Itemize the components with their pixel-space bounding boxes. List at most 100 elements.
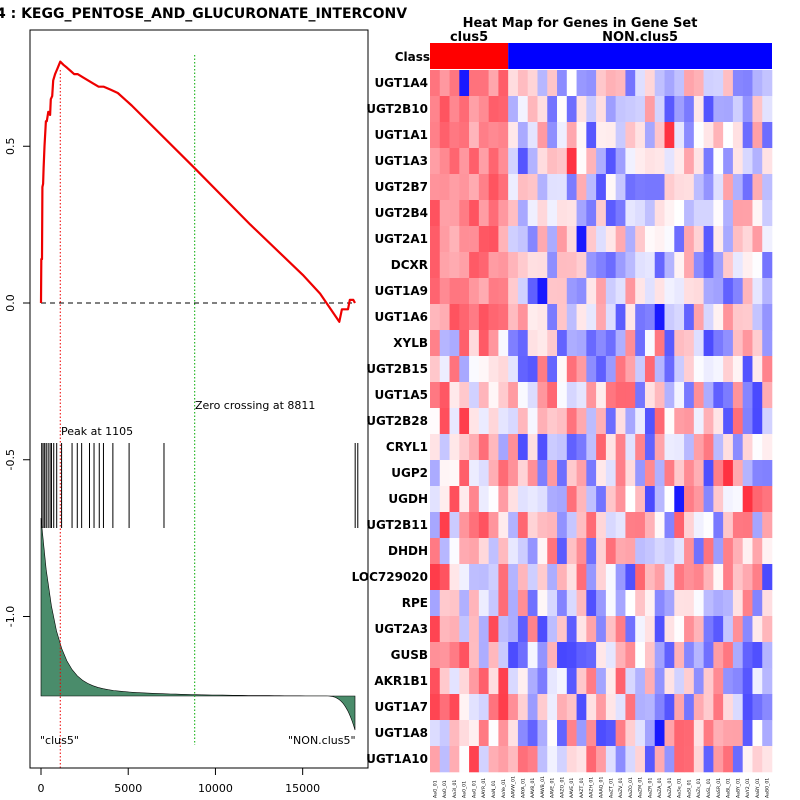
heatmap-cell [762,96,773,123]
heatmap-cell [527,408,538,435]
heatmap-cell [517,252,529,279]
heatmap-cell [723,590,734,617]
heatmap-cell [459,486,470,513]
heatmap-cell [439,174,450,201]
heatmap-cell [752,382,763,409]
heatmap-cell [439,538,450,565]
heatmap-cell [478,694,489,721]
heatmap-cell [478,746,489,773]
heatmap-cell [508,382,519,409]
heatmap-cell [439,668,450,695]
heatmap-cell [762,746,773,773]
heatmap-cell [488,148,499,175]
heatmap-cell [430,174,441,201]
heatmap-cell [557,122,568,149]
heatmap-cell [498,148,509,175]
heatmap-cell [488,564,499,591]
heatmap-cell [674,616,685,643]
heatmap-cell [664,70,675,97]
heatmap-cell [469,668,480,695]
heatmap-cell [644,96,656,123]
heatmap-cell [732,746,743,773]
heatmap-cell [713,486,724,513]
heatmap-cell [449,278,460,305]
heatmap-cell [693,226,704,253]
heatmap-cell [752,226,763,253]
heatmap-cell [605,356,616,383]
heatmap-cell [537,226,548,253]
heatmap-cell [674,564,685,591]
heatmap-cell [605,252,616,279]
heatmap-cell [459,226,470,253]
heatmap-cell [439,70,450,97]
heatmap-cell [693,486,704,513]
heatmap-cell [557,538,568,565]
heatmap-cell [576,226,587,253]
heatmap-cell [527,746,538,773]
heatmap-cell [527,512,538,539]
heatmap-cell [566,512,577,539]
heatmap-cell [527,460,538,487]
heatmap-cell [625,434,636,461]
heatmap-cell [703,356,714,383]
heatmap-cell [517,278,529,305]
heatmap-cell [674,70,685,97]
heatmap-cell [517,122,529,149]
gene-label: UGT1A8 [374,726,428,740]
heatmap-cell [762,590,773,617]
heatmap-cell [723,122,734,149]
heatmap-cell [498,304,509,331]
heatmap-cell [517,668,529,695]
heatmap-cell [469,122,480,149]
heatmap-cell [478,200,489,227]
heatmap-cell [508,616,519,643]
heatmap-cell [693,174,704,201]
heatmap-cell [615,616,626,643]
heatmap-cell [517,538,529,565]
heatmap-cell [596,642,607,669]
heatmap-cell [684,668,695,695]
heatmap-cell [498,226,509,253]
heatmap-cell [654,746,665,773]
heatmap-cell [596,460,607,487]
heatmap-cell [615,252,626,279]
heatmap-cell [508,408,519,435]
heatmap-cell [576,278,587,305]
heatmap-cell [703,408,714,435]
gene-label: RPE [402,596,428,610]
heatmap-cell [752,122,763,149]
heatmap-cell [664,538,675,565]
heatmap-cell [605,746,616,773]
heatmap-cell [674,460,685,487]
heatmap-cell [615,70,626,97]
heatmap-cell [459,720,470,747]
heatmap-cell [586,70,597,97]
heatmap-cell [752,200,763,227]
heatmap-cell [449,382,460,409]
heatmap-cell [478,252,489,279]
heatmap-cell [498,408,509,435]
heatmap-cell [723,512,734,539]
heatmap-cell [762,538,773,565]
heatmap-cell [644,694,656,721]
heatmap-cell [596,356,607,383]
heatmap-cell [625,720,636,747]
heatmap-cell [732,460,743,487]
heatmap-cell [615,642,626,669]
heatmap-cell [605,174,616,201]
heatmap-cell [713,512,724,539]
heatmap-cell [703,746,714,773]
heatmap-cell [713,252,724,279]
heatmap-cell [605,304,616,331]
heatmap-cell [566,174,577,201]
heatmap-cell [508,96,519,123]
heatmap-cell [596,304,607,331]
heatmap-cell [537,486,548,513]
heatmap-cell [674,382,685,409]
heatmap-cell [762,434,773,461]
heatmap-cell [596,538,607,565]
heatmap-cell [488,590,499,617]
heatmap-cell [449,538,460,565]
heatmap-cell [732,382,743,409]
